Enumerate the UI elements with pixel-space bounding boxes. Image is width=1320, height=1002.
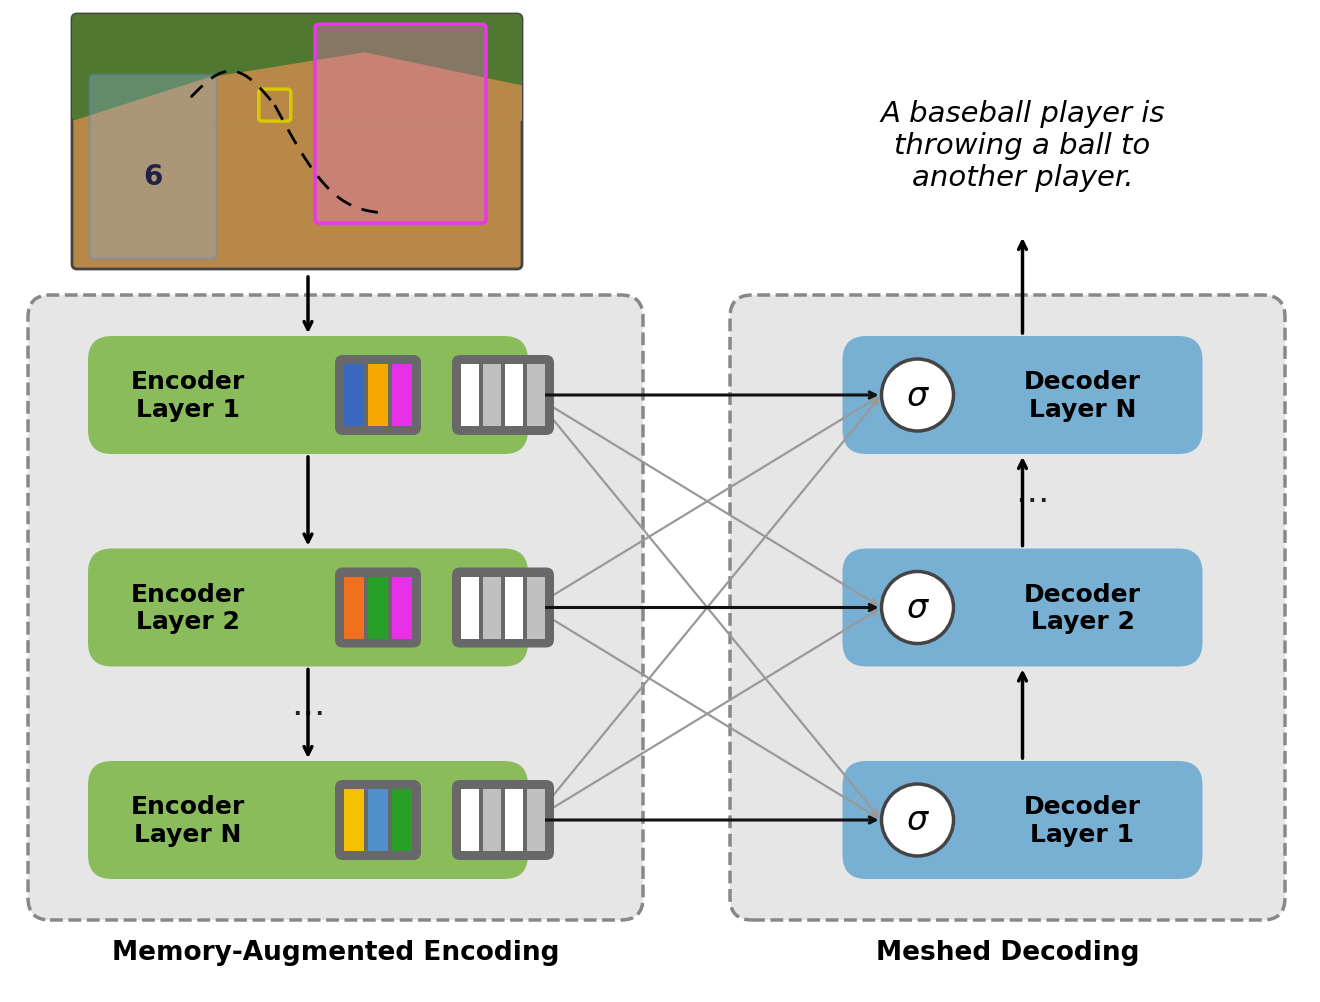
Text: $\sigma$: $\sigma$ <box>906 379 929 412</box>
FancyBboxPatch shape <box>315 25 486 223</box>
Text: Meshed Decoding: Meshed Decoding <box>875 939 1139 965</box>
FancyBboxPatch shape <box>90 76 216 260</box>
Text: Memory-Augmented Encoding: Memory-Augmented Encoding <box>112 939 560 965</box>
FancyBboxPatch shape <box>88 762 528 879</box>
Text: Decoder
Layer N: Decoder Layer N <box>1024 370 1140 422</box>
FancyBboxPatch shape <box>842 337 1203 455</box>
FancyBboxPatch shape <box>335 568 421 648</box>
Bar <box>483 577 502 639</box>
Circle shape <box>882 785 953 856</box>
Bar <box>527 790 545 851</box>
Bar <box>506 790 523 851</box>
Bar <box>527 365 545 427</box>
FancyBboxPatch shape <box>451 568 554 648</box>
FancyBboxPatch shape <box>451 356 554 436</box>
FancyBboxPatch shape <box>842 762 1203 879</box>
Bar <box>345 790 364 851</box>
Bar <box>345 577 364 639</box>
Circle shape <box>882 572 953 644</box>
Text: Encoder
Layer 2: Encoder Layer 2 <box>131 582 246 634</box>
Bar <box>368 365 388 427</box>
Bar <box>506 365 523 427</box>
FancyBboxPatch shape <box>73 15 521 270</box>
Text: ···: ··· <box>290 697 325 731</box>
Bar <box>506 577 523 639</box>
Bar <box>461 577 479 639</box>
Text: $\sigma$: $\sigma$ <box>906 804 929 837</box>
Bar <box>392 790 412 851</box>
FancyBboxPatch shape <box>335 356 421 436</box>
FancyBboxPatch shape <box>73 15 521 122</box>
Text: Decoder
Layer 2: Decoder Layer 2 <box>1024 582 1140 634</box>
Text: ···: ··· <box>1015 485 1049 519</box>
Polygon shape <box>73 53 521 122</box>
Bar <box>368 790 388 851</box>
FancyBboxPatch shape <box>451 781 554 860</box>
FancyBboxPatch shape <box>88 337 528 455</box>
Bar <box>483 790 502 851</box>
Bar <box>392 365 412 427</box>
FancyBboxPatch shape <box>730 296 1284 920</box>
Text: $\sigma$: $\sigma$ <box>906 591 929 624</box>
Bar <box>392 577 412 639</box>
Bar <box>527 577 545 639</box>
Text: Encoder
Layer N: Encoder Layer N <box>131 795 246 846</box>
Text: Encoder
Layer 1: Encoder Layer 1 <box>131 370 246 422</box>
FancyBboxPatch shape <box>335 781 421 860</box>
FancyBboxPatch shape <box>88 549 528 667</box>
Bar <box>461 365 479 427</box>
Bar <box>483 365 502 427</box>
FancyBboxPatch shape <box>28 296 643 920</box>
Text: A baseball player is
throwing a ball to
another player.: A baseball player is throwing a ball to … <box>880 99 1164 192</box>
Bar <box>368 577 388 639</box>
FancyBboxPatch shape <box>842 549 1203 667</box>
Text: Decoder
Layer 1: Decoder Layer 1 <box>1024 795 1140 846</box>
Bar <box>345 365 364 427</box>
Circle shape <box>882 360 953 432</box>
Bar <box>461 790 479 851</box>
Text: 6: 6 <box>144 163 162 191</box>
